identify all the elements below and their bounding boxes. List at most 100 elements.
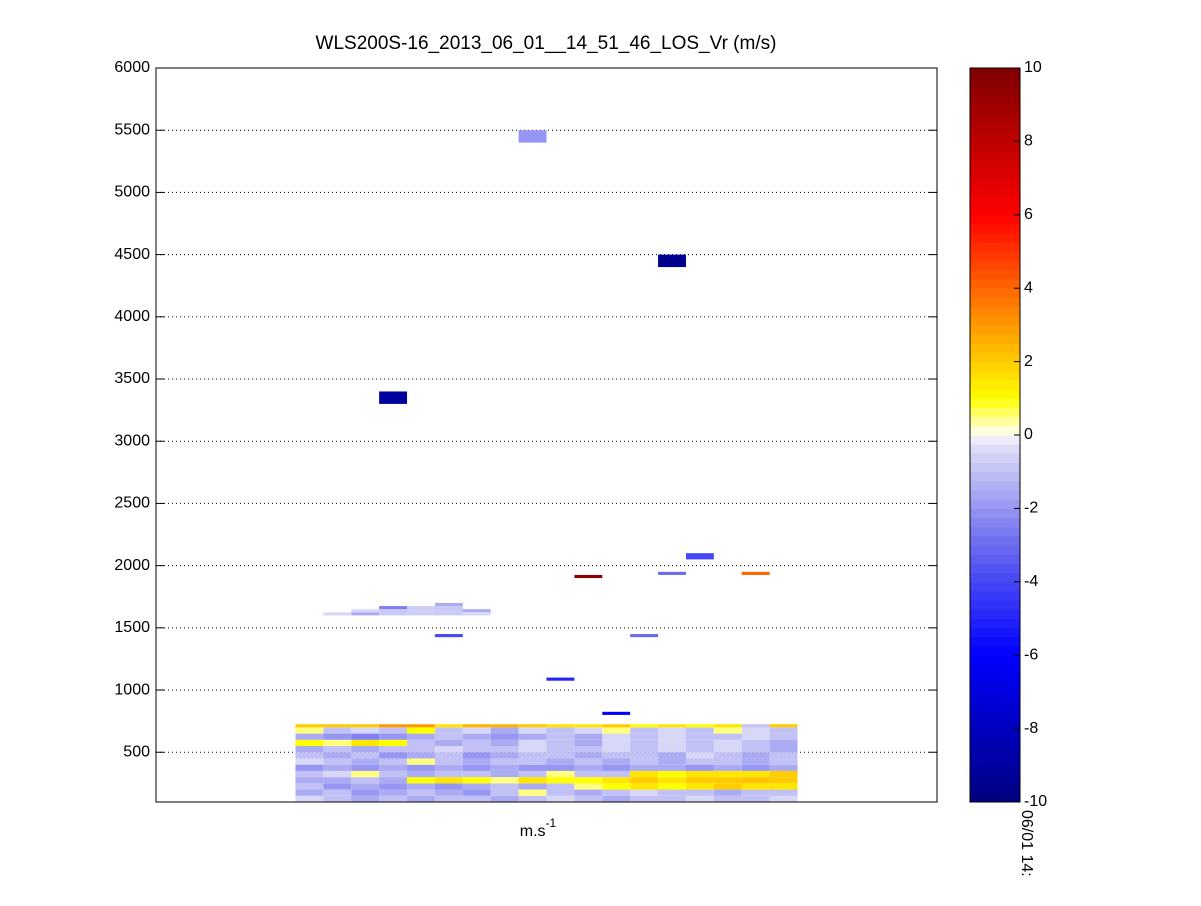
heat-cell (574, 746, 603, 753)
heat-cell (490, 733, 519, 740)
colorbar-strip (970, 664, 1020, 675)
heat-cell (490, 727, 519, 734)
colorbar-strip (970, 691, 1020, 702)
colorbar-strip (970, 508, 1020, 519)
colorbar-strip (970, 480, 1020, 491)
heat-cell (434, 752, 463, 759)
colorbar-strip (970, 453, 1020, 464)
heat-cell (379, 727, 408, 734)
heat-cell (602, 789, 631, 796)
heat-cell (630, 739, 659, 747)
heat-cell (323, 758, 352, 765)
heat-cell (602, 739, 631, 747)
heat-cell (713, 739, 742, 747)
colorbar-strip (970, 223, 1020, 234)
colorbar-strip (970, 728, 1020, 739)
heat-cell (713, 758, 742, 765)
colorbar-strip (970, 737, 1020, 748)
heat-cell (490, 783, 519, 790)
heat-cell (546, 739, 575, 747)
heat-cell (351, 733, 380, 740)
heat-cell (769, 724, 798, 728)
heat-cell (574, 574, 603, 579)
heat-cell (713, 764, 742, 771)
heat-cell (769, 770, 798, 778)
heat-cell (741, 764, 770, 771)
heat-cell (630, 764, 659, 771)
colorbar-strip (970, 297, 1020, 308)
heat-cell (546, 733, 575, 740)
colorbar-strip (970, 526, 1020, 537)
colorbar-strip (970, 242, 1020, 252)
y-tick-label: 6000 (114, 59, 150, 76)
colorbar-strip (970, 150, 1020, 161)
colorbar-strip (970, 233, 1020, 243)
heat-cell (323, 783, 352, 790)
heat-cell (407, 795, 435, 802)
heat-cell (351, 609, 380, 613)
heat-cell (351, 777, 380, 784)
heat-cell (434, 783, 463, 790)
colorbar-strip (970, 334, 1020, 344)
heat-cell (658, 770, 686, 778)
colorbar-strip (970, 774, 1020, 785)
heat-cell (574, 724, 603, 728)
colorbar-strip (970, 214, 1020, 225)
heat-cell (685, 783, 714, 790)
heat-cell (658, 783, 686, 790)
heat-cell (546, 752, 575, 759)
heat-cell (351, 795, 380, 802)
heat-cell (295, 752, 324, 759)
heat-cell (630, 777, 659, 784)
heat-cell (574, 752, 603, 759)
heat-cell (295, 764, 324, 771)
heat-cell (323, 789, 352, 796)
heat-cell (462, 752, 491, 759)
heat-cell (685, 733, 714, 740)
heat-cell (518, 795, 547, 802)
heat-cell (379, 724, 408, 728)
heat-cell (351, 758, 380, 765)
heat-cell (295, 783, 324, 790)
heat-cell (741, 795, 770, 802)
colorbar-strip (970, 123, 1020, 133)
heat-cell (434, 770, 463, 778)
heat-cell (713, 795, 742, 802)
heat-cell (685, 553, 714, 560)
heat-cell (741, 727, 770, 734)
colorbar-strip (970, 627, 1020, 638)
heat-cell (407, 746, 435, 753)
heat-cell (574, 758, 603, 765)
colorbar-strip (970, 279, 1020, 289)
heat-cell (685, 727, 714, 734)
heat-cell (769, 795, 798, 802)
heat-cell (490, 752, 519, 759)
heat-cell (490, 764, 519, 771)
heat-cell (434, 739, 463, 747)
heat-cell (769, 758, 798, 765)
heat-cell (407, 739, 435, 747)
heat-cell (685, 746, 714, 753)
heat-cell (462, 777, 491, 784)
heat-cell (351, 789, 380, 796)
heat-cell (434, 733, 463, 740)
heat-cell (602, 770, 631, 778)
heat-cell (407, 752, 435, 759)
heat-cell (574, 764, 603, 771)
heat-cell (602, 746, 631, 753)
heat-cell (769, 777, 798, 784)
heat-cell (407, 783, 435, 790)
heat-cell (658, 727, 686, 734)
heat-cell (769, 752, 798, 759)
heat-cell (462, 770, 491, 778)
heat-cell (685, 752, 714, 759)
heat-cell (574, 727, 603, 734)
colorbar-strip (970, 655, 1020, 665)
heat-cell (462, 733, 491, 740)
heat-cell (630, 752, 659, 759)
colorbar-strip (970, 168, 1020, 179)
colorbar-strip (970, 159, 1020, 170)
heat-cell (462, 739, 491, 747)
heat-cell (685, 758, 714, 765)
